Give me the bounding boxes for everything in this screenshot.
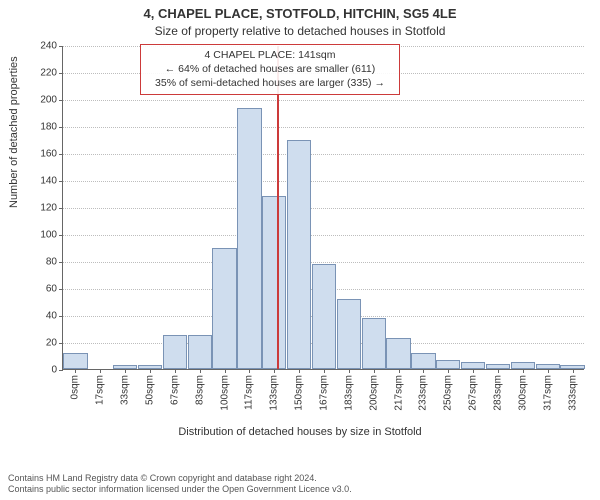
grid-line (63, 100, 584, 101)
x-tick-mark (448, 369, 449, 373)
grid-line (63, 235, 584, 236)
y-tick-label: 200 (27, 95, 63, 106)
x-tick-label: 233sqm (418, 375, 429, 411)
footer-line-1: Contains HM Land Registry data © Crown c… (8, 473, 352, 485)
x-tick-label: 317sqm (542, 375, 553, 411)
x-tick-mark (399, 369, 400, 373)
grid-line (63, 127, 584, 128)
x-tick-mark (75, 369, 76, 373)
x-tick-mark (125, 369, 126, 373)
x-tick-mark (324, 369, 325, 373)
x-tick-label: 133sqm (269, 375, 280, 411)
chart-container: 4, CHAPEL PLACE, STOTFOLD, HITCHIN, SG5 … (0, 0, 600, 500)
x-tick-label: 250sqm (443, 375, 454, 411)
y-tick-label: 80 (27, 257, 63, 268)
bar (312, 264, 336, 369)
x-tick-label: 333sqm (567, 375, 578, 411)
x-tick-mark (299, 369, 300, 373)
y-tick-label: 0 (27, 365, 63, 376)
x-tick-mark (200, 369, 201, 373)
y-tick-label: 220 (27, 68, 63, 79)
bar (337, 299, 361, 369)
grid-line (63, 181, 584, 182)
x-tick-mark (374, 369, 375, 373)
annotation-line-3: 35% of semi-detached houses are larger (… (147, 76, 393, 90)
footer-line-2: Contains public sector information licen… (8, 484, 352, 496)
grid-line (63, 154, 584, 155)
x-tick-label: 50sqm (145, 375, 156, 405)
x-tick-mark (523, 369, 524, 373)
x-tick-label: 267sqm (468, 375, 479, 411)
annotation-box: 4 CHAPEL PLACE: 141sqm ← 64% of detached… (140, 44, 400, 95)
x-tick-label: 17sqm (95, 375, 106, 405)
x-tick-mark (498, 369, 499, 373)
x-tick-mark (150, 369, 151, 373)
x-tick-mark (225, 369, 226, 373)
x-tick-mark (573, 369, 574, 373)
y-tick-label: 40 (27, 311, 63, 322)
bar (461, 362, 485, 369)
x-tick-mark (349, 369, 350, 373)
bar (188, 335, 212, 369)
x-tick-label: 300sqm (517, 375, 528, 411)
x-tick-mark (249, 369, 250, 373)
x-tick-label: 117sqm (244, 375, 255, 410)
bar (212, 248, 236, 370)
x-tick-label: 33sqm (120, 375, 131, 405)
x-tick-mark (548, 369, 549, 373)
bar (163, 335, 187, 369)
x-tick-mark (100, 369, 101, 373)
y-tick-label: 100 (27, 230, 63, 241)
bar (287, 140, 311, 370)
bar (411, 353, 435, 369)
x-tick-mark (423, 369, 424, 373)
bar (386, 338, 410, 369)
y-tick-label: 160 (27, 149, 63, 160)
grid-line (63, 208, 584, 209)
footer-attribution: Contains HM Land Registry data © Crown c… (8, 473, 352, 496)
annotation-line-1: 4 CHAPEL PLACE: 141sqm (147, 48, 393, 62)
y-tick-label: 60 (27, 284, 63, 295)
chart-title-2: Size of property relative to detached ho… (0, 24, 600, 38)
y-tick-label: 240 (27, 41, 63, 52)
x-tick-label: 100sqm (219, 375, 230, 411)
y-tick-label: 20 (27, 338, 63, 349)
bar (237, 108, 261, 369)
x-tick-mark (175, 369, 176, 373)
x-tick-label: 183sqm (343, 375, 354, 411)
x-tick-label: 0sqm (70, 375, 81, 399)
chart-title-1: 4, CHAPEL PLACE, STOTFOLD, HITCHIN, SG5 … (0, 6, 600, 21)
x-tick-mark (274, 369, 275, 373)
annotation-line-2: ← 64% of detached houses are smaller (61… (147, 62, 393, 76)
x-tick-label: 150sqm (294, 375, 305, 411)
y-tick-label: 180 (27, 122, 63, 133)
y-tick-label: 140 (27, 176, 63, 187)
plot-area: 0204060801001201401601802002202400sqm17s… (62, 46, 584, 370)
x-tick-label: 167sqm (319, 375, 330, 411)
x-tick-label: 217sqm (393, 375, 404, 411)
bar (362, 318, 386, 369)
bar (262, 196, 286, 369)
bar (63, 353, 87, 369)
y-tick-label: 120 (27, 203, 63, 214)
x-tick-label: 83sqm (194, 375, 205, 405)
x-tick-mark (473, 369, 474, 373)
bar (436, 360, 460, 369)
bar (511, 362, 535, 369)
x-axis-label: Distribution of detached houses by size … (0, 426, 600, 438)
x-tick-label: 67sqm (169, 375, 180, 405)
x-tick-label: 200sqm (368, 375, 379, 411)
x-tick-label: 283sqm (493, 375, 504, 411)
